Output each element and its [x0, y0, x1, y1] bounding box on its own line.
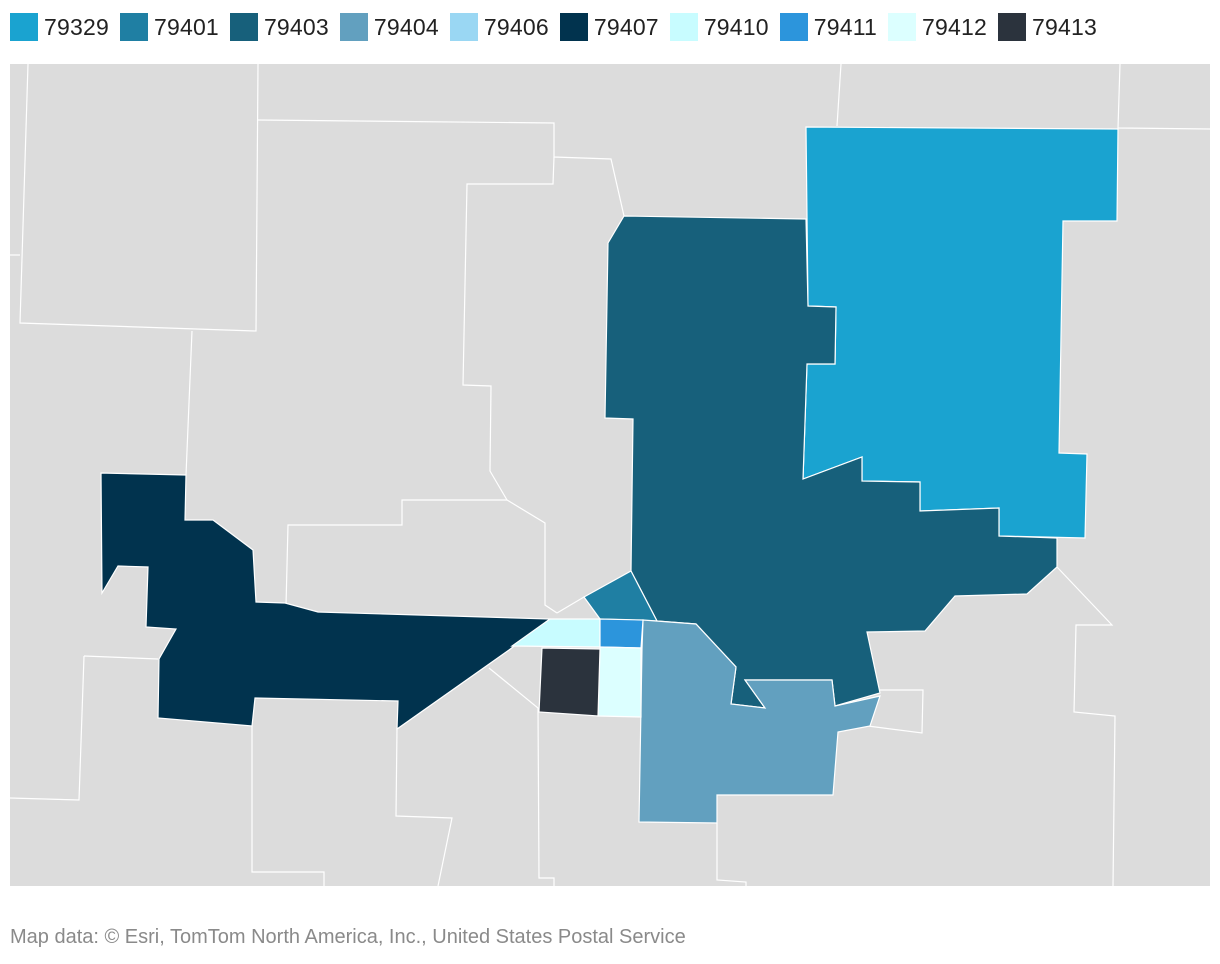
legend-swatch — [449, 13, 478, 41]
legend-label: 79403 — [263, 13, 329, 40]
legend-item-9[interactable]: 79413 — [998, 13, 1097, 41]
legend-item-2[interactable]: 79403 — [229, 13, 329, 41]
legend-item-5[interactable]: 79407 — [559, 13, 659, 41]
zip-region-79412[interactable] — [597, 646, 642, 718]
legend-swatch — [339, 13, 368, 41]
legend-swatch — [119, 13, 148, 41]
zip-region-79404[interactable] — [638, 619, 881, 824]
legend-item-3[interactable]: 79404 — [339, 13, 439, 41]
zip-region-79411[interactable] — [599, 618, 644, 649]
legend-label: 79401 — [153, 13, 219, 40]
legend-item-1[interactable]: 79401 — [119, 13, 219, 41]
zip-region-79407[interactable] — [100, 472, 552, 731]
legend-swatch — [888, 13, 917, 41]
legend-label: 79407 — [593, 13, 659, 40]
legend-label: 79404 — [373, 13, 439, 40]
legend-item-8[interactable]: 79412 — [888, 13, 987, 41]
legend-item-0[interactable]: 79329 — [10, 13, 109, 41]
legend-item-6[interactable]: 79410 — [669, 13, 769, 41]
zip-code-map[interactable] — [10, 64, 1210, 886]
legend-swatch — [669, 13, 698, 41]
background-boundaries — [10, 64, 1210, 886]
legend-label: 79411 — [813, 13, 878, 40]
map-attribution: Map data: © Esri, TomTom North America, … — [10, 926, 686, 948]
legend-swatch — [998, 13, 1027, 41]
legend-item-4[interactable]: 79406 — [449, 13, 549, 41]
legend-swatch — [10, 13, 38, 41]
legend-swatch — [229, 13, 258, 41]
map-legend: 79329 79401 79403 79404 79406 79407 7941… — [10, 12, 1108, 42]
legend-label: 79329 — [44, 13, 109, 40]
legend-label: 79413 — [1032, 13, 1097, 40]
legend-label: 79410 — [703, 13, 769, 40]
legend-swatch — [779, 13, 808, 41]
legend-label: 79406 — [483, 13, 549, 40]
legend-item-7[interactable]: 79411 — [779, 13, 878, 41]
zip-region-79413[interactable] — [538, 647, 601, 717]
zip-regions — [100, 126, 1119, 824]
legend-swatch — [559, 13, 588, 41]
legend-label: 79412 — [922, 13, 988, 40]
